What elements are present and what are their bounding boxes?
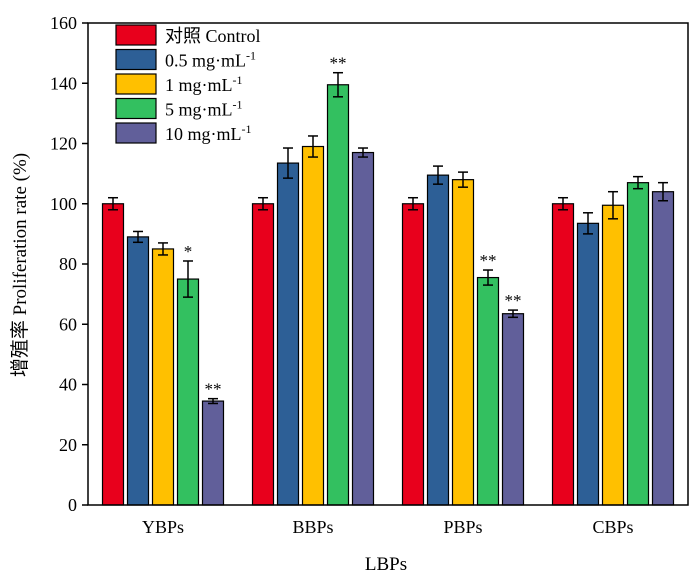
legend-label: 5 mg·mL-1 — [165, 98, 243, 120]
plot-marks: ********* — [101, 54, 675, 506]
bar — [151, 248, 175, 506]
legend-label-text: 1 mg·mL — [165, 75, 233, 95]
bar — [426, 174, 450, 506]
bar — [126, 236, 150, 506]
bar — [176, 278, 200, 506]
y-tick-label: 40 — [59, 375, 77, 395]
bar — [476, 276, 500, 506]
y-axis-label: 增殖率 Proliferation rate (%) — [9, 153, 31, 377]
significance-marker: ** — [330, 54, 347, 73]
legend-label-superscript: -1 — [233, 98, 243, 112]
y-tick-label: 80 — [59, 254, 77, 274]
bar — [301, 145, 325, 506]
bar — [501, 313, 525, 506]
bar — [651, 191, 675, 506]
significance-marker: * — [184, 242, 193, 261]
legend-label: 1 mg·mL-1 — [165, 73, 243, 95]
legend-label-superscript: -1 — [233, 73, 243, 87]
x-axis-label: LBPs — [365, 554, 407, 575]
y-tick-label: 100 — [50, 194, 77, 214]
legend-label: 对照 Control — [165, 26, 261, 46]
bar — [451, 179, 475, 506]
bar — [101, 203, 125, 506]
significance-marker: ** — [505, 291, 522, 310]
bar — [601, 204, 625, 506]
bar — [276, 162, 300, 506]
bar — [576, 222, 600, 506]
legend-label: 0.5 mg·mL-1 — [165, 49, 256, 71]
legend-label-superscript: -1 — [242, 122, 252, 136]
legend-swatch — [115, 24, 157, 46]
x-tick-label: YBPs — [142, 517, 184, 537]
y-tick-label: 140 — [50, 73, 77, 93]
y-tick-label: 60 — [59, 314, 77, 334]
legend-label-text: 对照 Control — [165, 26, 261, 46]
legend-swatch — [115, 97, 157, 120]
legend-label-text: 10 mg·mL — [165, 124, 242, 144]
legend-swatch — [115, 122, 157, 144]
x-tick-label: CBPs — [592, 517, 633, 537]
legend-swatch — [115, 48, 157, 71]
legend-label-superscript: -1 — [246, 49, 256, 63]
bar — [401, 203, 425, 506]
significance-marker: ** — [205, 380, 222, 399]
bar — [626, 182, 650, 506]
legend-label: 10 mg·mL-1 — [165, 122, 252, 144]
bar — [551, 203, 575, 506]
axes: 0 20 40 60 80 100 120 140 160 YBPs BBPs PBPs CBPs — [50, 13, 689, 537]
y-tick-label: 160 — [50, 13, 77, 33]
x-tick-label: BBPs — [292, 517, 333, 537]
x-tick-label: PBPs — [443, 517, 482, 537]
bar — [251, 203, 275, 506]
significance-marker: ** — [480, 251, 497, 270]
legend-label-text: 0.5 mg·mL — [165, 51, 246, 71]
y-tick-label: 20 — [59, 435, 77, 455]
legend-label-text: 5 mg·mL — [165, 100, 233, 120]
legend-swatch — [115, 73, 157, 95]
bar — [351, 151, 375, 506]
y-tick-label: 120 — [50, 134, 77, 154]
bar — [201, 400, 225, 506]
y-tick-label: 0 — [68, 495, 77, 515]
bar — [326, 84, 350, 506]
